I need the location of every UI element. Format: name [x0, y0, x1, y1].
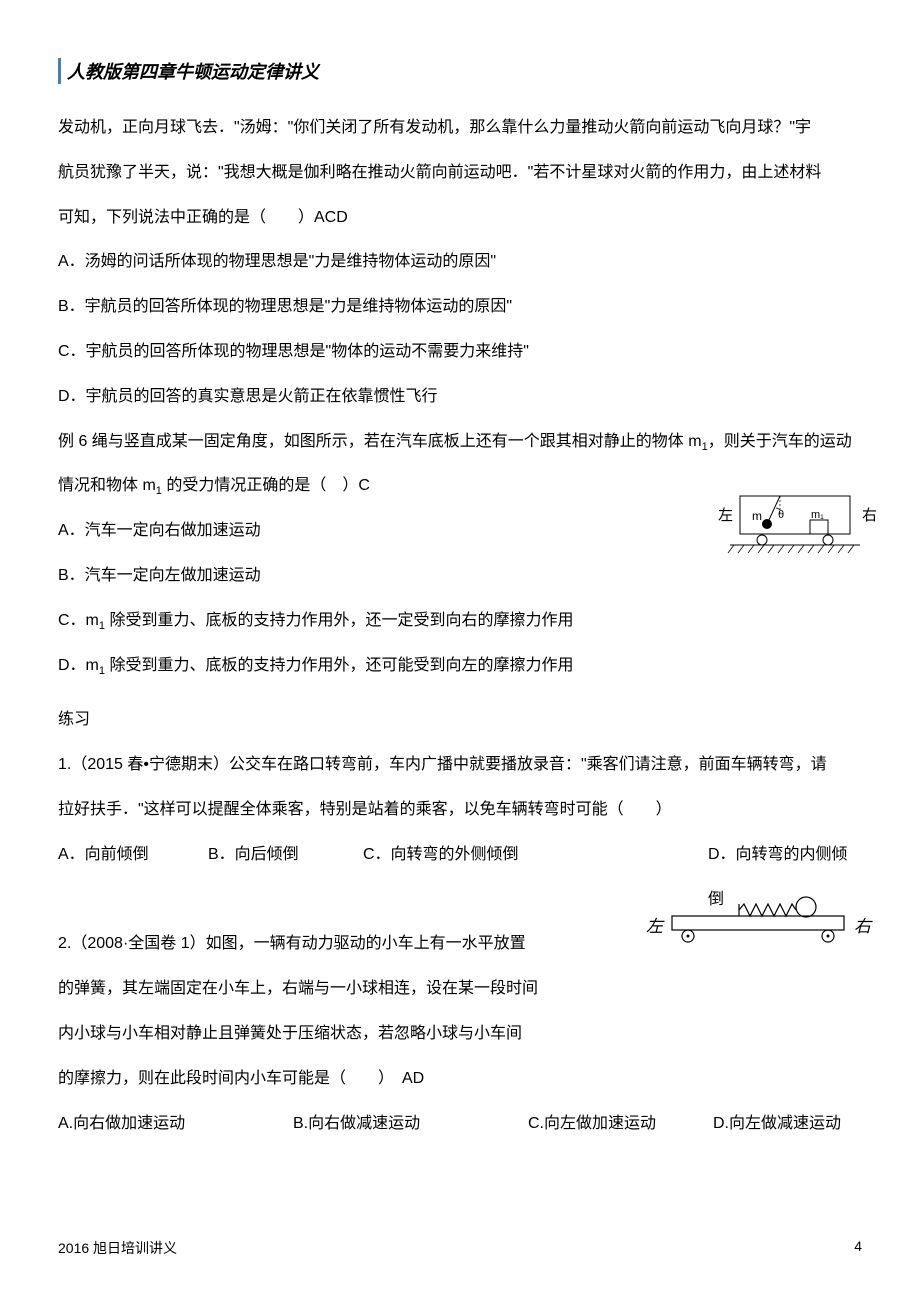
q1-option-b: B．向后倾倒 — [208, 833, 363, 923]
intro-option-d: D．宇航员的回答的真实意思是火箭正在依靠惯性飞行 — [58, 375, 862, 420]
example6-option-b: B．汽车一定向左做加速运动 — [58, 554, 862, 599]
wheel-icon — [823, 535, 833, 545]
wheel-center-icon — [827, 935, 830, 938]
q2-option-b: B.向右做减速运动 — [293, 1102, 528, 1147]
q1-line-2: 拉好扶手．"这样可以提醒全体乘客，特别是站着的乘客，以免车辆转弯时可能（ ） — [58, 788, 862, 833]
footer-page-number: 4 — [854, 1238, 862, 1258]
q2-option-c: C.向左做加速运动 — [528, 1102, 713, 1147]
example6-option-d-b: 除受到重力、底板的支持力作用外，还可能受到向左的摩擦力作用 — [105, 657, 573, 674]
diagram1-left-label: 左 — [718, 507, 733, 524]
ball-icon — [796, 897, 816, 917]
intro-option-b: B．宇航员的回答所体现的物理思想是"力是维持物体运动的原因" — [58, 285, 862, 330]
example6-option-c-b: 除受到重力、底板的支持力作用外，还一定受到向右的摩擦力作用 — [105, 612, 573, 629]
intro-line-2: 航员犹豫了半天，说："我想大概是伽利略在推动火箭向前运动吧．"若不计星球对火箭的… — [58, 151, 862, 196]
practice-label: 练习 — [58, 698, 862, 743]
q2-line-1: 2.（2008·全国卷 1）如图，一辆有动力驱动的小车上有一水平放置 — [58, 922, 618, 967]
cart-body-icon — [672, 916, 844, 930]
diagram1-m1-label: m₁ — [811, 509, 824, 521]
example6-option-c: C．m1 除受到重力、底板的支持力作用外，还一定受到向右的摩擦力作用 — [58, 599, 862, 644]
page-footer: 2016 旭日培训讲义 4 — [58, 1238, 862, 1258]
example6-option-d-a: D．m — [58, 657, 99, 674]
q2-line-3: 内小球与小车相对静止且弹簧处于压缩状态，若忽略小球与小车间 — [58, 1012, 618, 1057]
diagram1-m-label: m — [752, 509, 762, 523]
diagram2-right-label: 右 — [854, 917, 873, 936]
intro-line-3: 可知，下列说法中正确的是（ ）ACD — [58, 196, 862, 241]
intro-line-1: 发动机，正向月球飞去．"汤姆："你们关闭了所有发动机，那么靠什么力量推动火箭向前… — [58, 106, 862, 151]
intro-option-a: A．汤姆的问话所体现的物理思想是"力是维持物体运动的原因" — [58, 240, 862, 285]
page-title: 人教版第四章牛顿运动定律讲义 — [58, 58, 862, 84]
q1-option-a: A．向前倾倒 — [58, 833, 208, 923]
example6-option-c-a: C．m — [58, 612, 99, 629]
q2-option-a: A.向右做加速运动 — [58, 1102, 293, 1147]
ground-hatch-icon — [728, 545, 854, 553]
block-m1-icon — [810, 520, 828, 534]
q2-options-row: A.向右做加速运动 B.向右做减速运动 C.向左做加速运动 D.向左做减速运动 — [58, 1102, 862, 1147]
example6-line-2b: 的受力情况正确的是（ ）C — [162, 477, 370, 494]
example6-line-2a: 情况和物体 m — [58, 477, 156, 494]
pendulum-mass-icon — [762, 519, 772, 529]
diagram1-right-label: 右 — [862, 507, 877, 524]
intro-option-c: C．宇航员的回答所体现的物理思想是"物体的运动不需要力来维持" — [58, 330, 862, 375]
wheel-icon — [757, 535, 767, 545]
example6-line-1: 例 6 绳与竖直成某一固定角度，如图所示，若在汽车底板上还有一个跟其相对静止的物… — [58, 420, 862, 465]
q1-line-1: 1.（2015 春•宁德期末）公交车在路口转弯前，车内广播中就要播放录音："乘客… — [58, 743, 862, 788]
diagram2-left-label: 左 — [646, 917, 665, 936]
wheel-center-icon — [687, 935, 690, 938]
diagram-car-pendulum: 左 右 m θ m₁ — [710, 490, 880, 560]
footer-left: 2016 旭日培训讲义 — [58, 1238, 177, 1258]
diagram-cart-spring: 左 右 — [644, 892, 874, 952]
example6-line-1b: ，则关于汽车的运动 — [708, 433, 852, 450]
example6-line-1a: 例 6 绳与竖直成某一固定角度，如图所示，若在汽车底板上还有一个跟其相对静止的物… — [58, 433, 702, 450]
example6-option-d: D．m1 除受到重力、底板的支持力作用外，还可能受到向左的摩擦力作用 — [58, 644, 862, 689]
diagram1-theta-label: θ — [778, 509, 784, 521]
q2-line-2: 的弹簧，其左端固定在小车上，右端与一小球相连，设在某一段时间 — [58, 967, 618, 1012]
q2-option-d: D.向左做减速运动 — [713, 1102, 862, 1147]
q2-line-4: 的摩擦力，则在此段时间内小车可能是（ ） AD — [58, 1057, 618, 1102]
spring-icon — [739, 904, 796, 916]
